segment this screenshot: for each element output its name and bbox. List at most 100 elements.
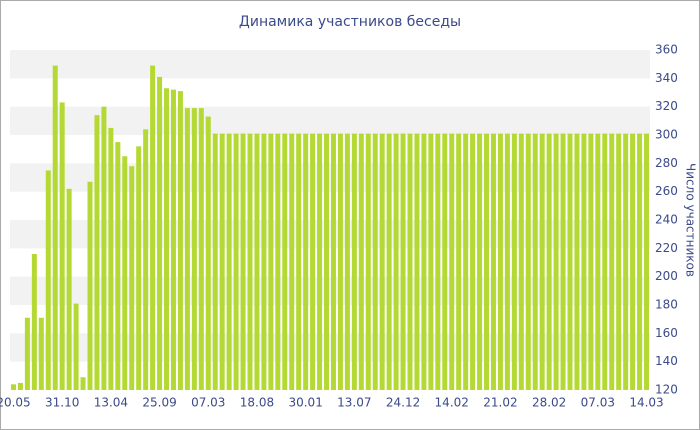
bar bbox=[317, 133, 323, 391]
bar bbox=[240, 133, 246, 391]
bar bbox=[421, 133, 427, 391]
grid-band bbox=[10, 50, 650, 79]
bar bbox=[205, 116, 211, 390]
bar bbox=[351, 133, 357, 391]
bar bbox=[595, 133, 601, 391]
bar bbox=[358, 133, 364, 391]
bar bbox=[560, 133, 566, 391]
y-tick-label: 260 bbox=[655, 184, 678, 198]
bar bbox=[108, 127, 114, 391]
bar bbox=[10, 384, 16, 390]
bar bbox=[393, 133, 399, 391]
y-tick-label: 240 bbox=[655, 213, 678, 227]
bar bbox=[372, 133, 378, 391]
x-tick-label: 07.03 bbox=[191, 396, 225, 410]
bar bbox=[470, 133, 476, 391]
bar bbox=[268, 133, 274, 391]
bar bbox=[337, 133, 343, 391]
bar bbox=[59, 102, 65, 391]
y-tick-label: 180 bbox=[655, 298, 678, 312]
bar bbox=[407, 133, 413, 391]
bar bbox=[435, 133, 441, 391]
bar bbox=[490, 133, 496, 391]
x-tick-label: 24.12 bbox=[386, 396, 420, 410]
bar bbox=[282, 133, 288, 391]
bar bbox=[553, 133, 559, 391]
bar bbox=[233, 133, 239, 391]
bar bbox=[567, 133, 573, 391]
bar bbox=[31, 254, 37, 390]
bar bbox=[623, 133, 629, 391]
bar bbox=[101, 106, 107, 391]
bar bbox=[497, 133, 503, 391]
bar bbox=[275, 133, 281, 391]
x-tick-label: 31.10 bbox=[45, 396, 79, 410]
bar bbox=[644, 133, 650, 391]
bar bbox=[52, 65, 58, 390]
bar bbox=[94, 115, 100, 391]
bar bbox=[80, 377, 86, 390]
bar bbox=[324, 133, 330, 391]
y-tick-label: 340 bbox=[655, 71, 678, 85]
bar bbox=[261, 133, 267, 391]
bar bbox=[616, 133, 622, 391]
bar bbox=[602, 133, 608, 391]
bar bbox=[386, 133, 392, 391]
y-tick-label: 320 bbox=[655, 99, 678, 113]
bar bbox=[38, 317, 44, 390]
bar bbox=[379, 133, 385, 391]
bar bbox=[17, 382, 23, 390]
bar bbox=[143, 129, 149, 391]
bar bbox=[170, 89, 176, 391]
x-tick-label: 21.02 bbox=[483, 396, 517, 410]
chart-title: Динамика участников беседы bbox=[239, 14, 461, 30]
bar bbox=[588, 133, 594, 391]
x-tick-label: 20.05 bbox=[0, 396, 31, 410]
bar bbox=[330, 133, 336, 391]
bar bbox=[303, 133, 309, 391]
x-tick-label: 30.01 bbox=[288, 396, 322, 410]
x-tick-label: 13.07 bbox=[337, 396, 371, 410]
bar bbox=[254, 133, 260, 391]
bar bbox=[247, 133, 253, 391]
bar bbox=[136, 146, 142, 390]
y-tick-label: 120 bbox=[655, 383, 678, 397]
bar bbox=[45, 170, 51, 390]
x-tick-label: 18.08 bbox=[240, 396, 274, 410]
bar bbox=[177, 91, 183, 390]
bar bbox=[191, 108, 197, 390]
y-tick-label: 360 bbox=[655, 43, 678, 57]
x-tick-label: 07.03 bbox=[581, 396, 615, 410]
bar bbox=[463, 133, 469, 391]
y-tick-label: 140 bbox=[655, 354, 678, 368]
bar bbox=[164, 88, 170, 390]
bar bbox=[73, 303, 79, 390]
bar bbox=[226, 133, 232, 391]
bar bbox=[150, 65, 156, 390]
y-axis-label: Число участников bbox=[684, 163, 698, 277]
bar bbox=[365, 133, 371, 391]
bar bbox=[87, 181, 93, 390]
bar bbox=[184, 108, 190, 390]
bar bbox=[630, 133, 636, 391]
x-tick-label: 25.09 bbox=[142, 396, 176, 410]
bar bbox=[414, 133, 420, 391]
bar bbox=[504, 133, 510, 391]
bar bbox=[456, 133, 462, 391]
bar bbox=[518, 133, 524, 391]
x-tick-label: 13.04 bbox=[94, 396, 128, 410]
y-tick-label: 280 bbox=[655, 156, 678, 170]
bar bbox=[428, 133, 434, 391]
bar bbox=[400, 133, 406, 391]
bar bbox=[581, 133, 587, 391]
y-tick-label: 160 bbox=[655, 326, 678, 340]
bar bbox=[546, 133, 552, 391]
bar bbox=[219, 133, 225, 391]
bar bbox=[511, 133, 517, 391]
bar bbox=[296, 133, 302, 391]
grid-band bbox=[10, 106, 650, 135]
y-tick-label: 200 bbox=[655, 269, 678, 283]
bar bbox=[574, 133, 580, 391]
bar bbox=[442, 133, 448, 391]
